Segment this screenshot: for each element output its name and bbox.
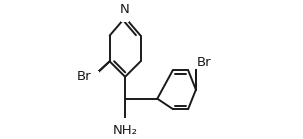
FancyBboxPatch shape <box>84 71 99 83</box>
Text: N: N <box>120 3 130 16</box>
Text: Br: Br <box>77 70 92 83</box>
FancyBboxPatch shape <box>114 118 136 130</box>
Text: NH₂: NH₂ <box>113 124 138 137</box>
Text: Br: Br <box>197 56 212 69</box>
FancyBboxPatch shape <box>121 10 129 22</box>
FancyBboxPatch shape <box>190 57 205 69</box>
